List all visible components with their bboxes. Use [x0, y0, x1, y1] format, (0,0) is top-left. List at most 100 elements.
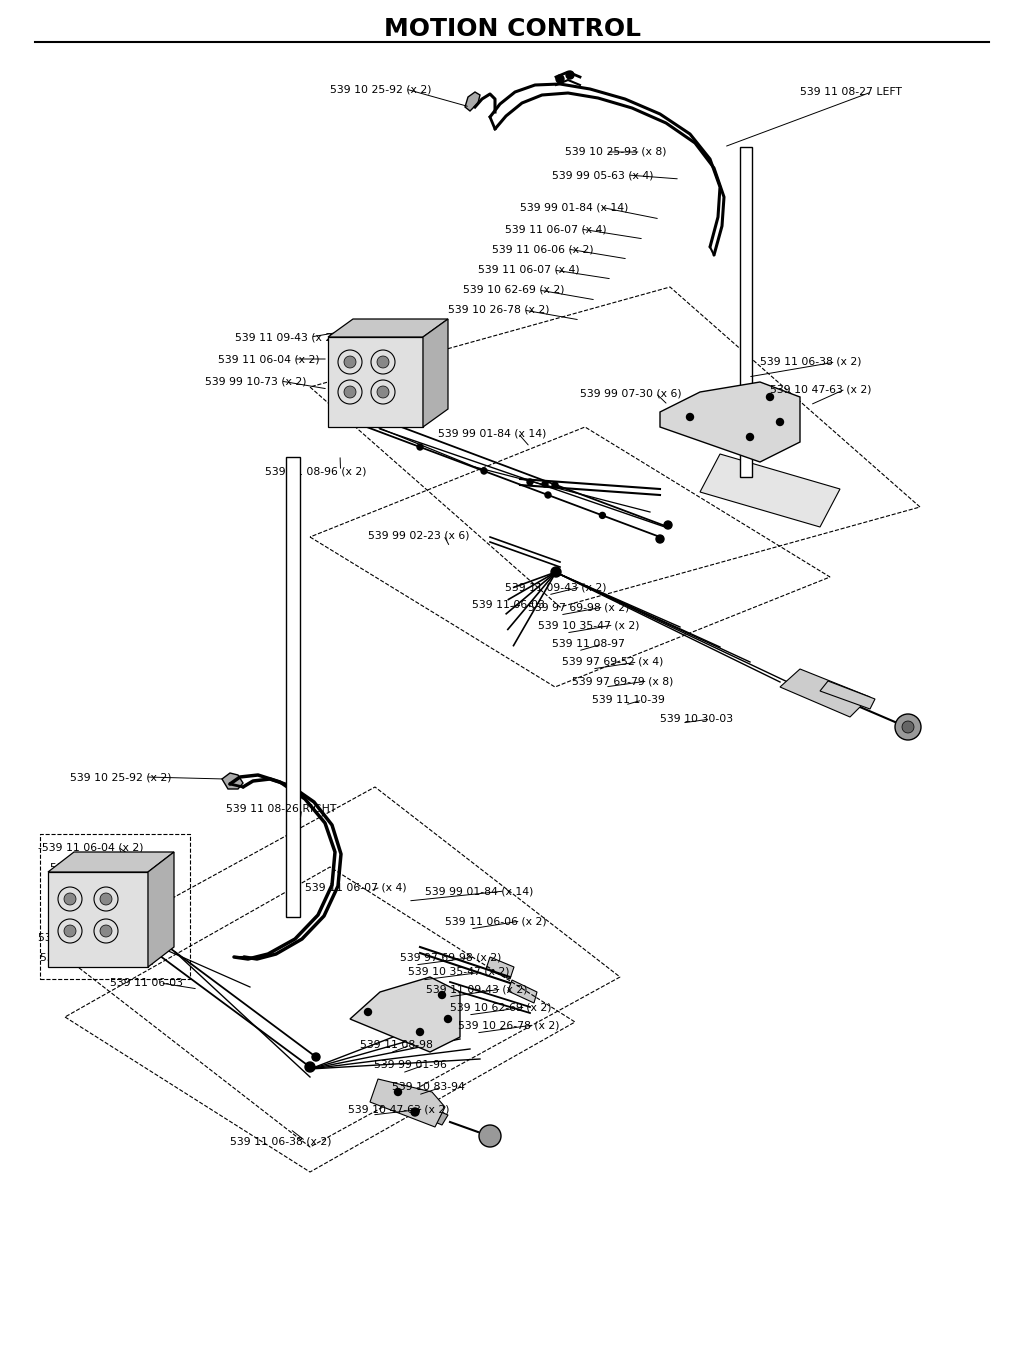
Circle shape: [438, 991, 445, 998]
Circle shape: [344, 356, 356, 368]
Text: 539 11 06-38 (x 2): 539 11 06-38 (x 2): [760, 357, 861, 366]
Text: 539 97 69-52 (x 4): 539 97 69-52 (x 4): [562, 657, 664, 667]
Polygon shape: [328, 319, 449, 337]
Circle shape: [599, 512, 605, 519]
Polygon shape: [660, 383, 800, 462]
Text: 539 97 69-98 (x 2): 539 97 69-98 (x 2): [528, 602, 630, 612]
Bar: [328, 337, 423, 427]
Text: 539 10 25-92 (x 2): 539 10 25-92 (x 2): [330, 84, 431, 94]
Text: 539 11 06-04 (x 2): 539 11 06-04 (x 2): [218, 354, 319, 364]
Polygon shape: [486, 956, 514, 979]
Text: 539 11 08-97: 539 11 08-97: [552, 638, 625, 649]
Text: 539 11 09-43 (x 2): 539 11 09-43 (x 2): [505, 582, 606, 591]
Polygon shape: [780, 669, 870, 717]
Text: 539 10 25-92 (x 2): 539 10 25-92 (x 2): [70, 772, 171, 783]
Polygon shape: [222, 773, 243, 789]
Text: 539 99 01-84 (x 14): 539 99 01-84 (x 14): [425, 886, 534, 896]
Bar: [286, 457, 300, 917]
Text: 539 10 30-03: 539 10 30-03: [660, 714, 733, 723]
Text: 539 99 05-63 (x 4): 539 99 05-63 (x 4): [552, 170, 653, 180]
Text: MOTION CONTROL: MOTION CONTROL: [384, 18, 640, 40]
Text: 539 99 10-73 (x 2): 539 99 10-73 (x 2): [50, 898, 152, 908]
Text: 539 11 06-06 (x 2): 539 11 06-06 (x 2): [492, 244, 594, 255]
Polygon shape: [700, 454, 840, 527]
Text: 539 99 02-23 (x 6): 539 99 02-23 (x 6): [40, 952, 141, 962]
Text: 539 11 06-38 (x 2): 539 11 06-38 (x 2): [230, 1136, 332, 1146]
Circle shape: [686, 414, 693, 420]
Polygon shape: [465, 92, 480, 110]
Circle shape: [63, 925, 76, 938]
Text: 539 11 06-07 (x 4): 539 11 06-07 (x 4): [305, 882, 407, 892]
Text: 539 11 09-43 (x 2): 539 11 09-43 (x 2): [50, 862, 152, 872]
Text: 539 10 35-47 (x 2): 539 10 35-47 (x 2): [538, 620, 640, 630]
Text: 539 11 10-39: 539 11 10-39: [592, 695, 665, 704]
Text: 539 97 69-79 (x 8): 539 97 69-79 (x 8): [572, 676, 674, 686]
Text: 539 11 08-98: 539 11 08-98: [360, 1040, 433, 1051]
Circle shape: [656, 535, 664, 543]
Polygon shape: [423, 319, 449, 427]
Text: 539 11 09-43 (x 2): 539 11 09-43 (x 2): [426, 985, 527, 994]
Bar: [40, 834, 190, 979]
Text: 539 11 06-03: 539 11 06-03: [472, 599, 545, 610]
Text: 539 11 08-96 (x 2): 539 11 08-96 (x 2): [38, 932, 139, 942]
Circle shape: [746, 434, 754, 440]
Bar: [48, 872, 148, 967]
Text: 539 99 01-84 (x 14): 539 99 01-84 (x 14): [438, 428, 547, 438]
Circle shape: [417, 445, 423, 450]
Text: 539 11 09-43 (x 2): 539 11 09-43 (x 2): [234, 331, 337, 342]
Text: 539 99 01-84 (x 14): 539 99 01-84 (x 14): [520, 202, 629, 211]
Text: 539 10 35-47 (x 2): 539 10 35-47 (x 2): [408, 967, 510, 977]
Circle shape: [527, 480, 534, 485]
Circle shape: [377, 356, 389, 368]
Circle shape: [566, 71, 574, 79]
Text: 539 10 26-78 (x 2): 539 10 26-78 (x 2): [458, 1020, 559, 1030]
Circle shape: [664, 521, 672, 529]
Text: 539 10 62-69 (x 2): 539 10 62-69 (x 2): [463, 286, 564, 295]
Circle shape: [305, 1061, 315, 1072]
Text: 539 11 08-26 RIGHT: 539 11 08-26 RIGHT: [226, 804, 336, 814]
Circle shape: [767, 393, 773, 400]
Circle shape: [776, 419, 783, 426]
Circle shape: [100, 925, 112, 938]
Text: 539 11 06-07 (x 4): 539 11 06-07 (x 4): [505, 224, 606, 234]
Polygon shape: [370, 1079, 445, 1127]
Circle shape: [902, 721, 914, 733]
Circle shape: [545, 492, 551, 498]
Text: 539 10 83-94: 539 10 83-94: [392, 1082, 465, 1092]
Circle shape: [344, 387, 356, 397]
Circle shape: [63, 893, 76, 905]
Circle shape: [411, 1109, 419, 1117]
Circle shape: [552, 482, 558, 488]
Circle shape: [365, 1009, 372, 1016]
Text: 539 99 07-30 (x 6): 539 99 07-30 (x 6): [580, 388, 682, 397]
Text: 539 10 62-69 (x 2): 539 10 62-69 (x 2): [450, 1002, 552, 1012]
Polygon shape: [428, 1109, 449, 1125]
Circle shape: [895, 714, 921, 740]
Text: 539 11 06-06 (x 2): 539 11 06-06 (x 2): [445, 916, 547, 925]
Polygon shape: [350, 977, 460, 1052]
Text: 539 97 69-98 (x 2): 539 97 69-98 (x 2): [400, 952, 502, 962]
Circle shape: [479, 1125, 501, 1148]
Circle shape: [444, 1016, 452, 1022]
Text: 539 11 08-27 LEFT: 539 11 08-27 LEFT: [800, 88, 902, 97]
Bar: [740, 147, 752, 477]
Polygon shape: [148, 853, 174, 967]
Text: 539 10 47-63 (x 2): 539 10 47-63 (x 2): [770, 384, 871, 395]
Circle shape: [312, 1053, 319, 1061]
Text: 539 11 06-03: 539 11 06-03: [110, 978, 183, 987]
Circle shape: [100, 893, 112, 905]
Polygon shape: [508, 981, 537, 1004]
Circle shape: [417, 1029, 424, 1036]
Circle shape: [377, 387, 389, 397]
Text: -539 11 06-04 (x 2): -539 11 06-04 (x 2): [38, 842, 143, 853]
Text: 539 10 25-93 (x 8): 539 10 25-93 (x 8): [565, 147, 667, 158]
Text: 539 11 08-96 (x 2): 539 11 08-96 (x 2): [265, 466, 367, 475]
Text: 539 10 47-63 (x 2): 539 10 47-63 (x 2): [348, 1105, 450, 1114]
Circle shape: [551, 567, 561, 577]
Text: 539 11 06-07 (x 4): 539 11 06-07 (x 4): [478, 265, 580, 275]
Circle shape: [481, 467, 487, 474]
Circle shape: [542, 481, 548, 488]
Polygon shape: [820, 682, 874, 709]
Text: 539 10 26-78 (x 2): 539 10 26-78 (x 2): [449, 304, 550, 315]
Polygon shape: [48, 853, 174, 872]
